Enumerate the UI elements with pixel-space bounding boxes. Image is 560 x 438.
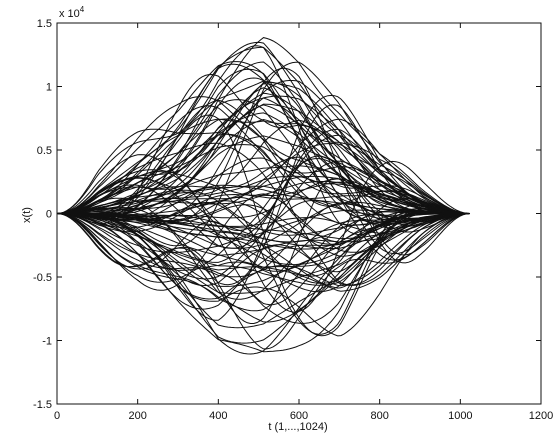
- series-line: [57, 178, 470, 219]
- y-tick-label: -1.5: [33, 399, 52, 411]
- y-multiplier-exponent: 4: [80, 5, 85, 14]
- y-tick-label: -0.5: [33, 272, 52, 284]
- series-line: [56, 211, 470, 324]
- x-tick-label: 1200: [529, 410, 553, 422]
- series-line: [57, 142, 471, 223]
- series-line: [57, 213, 470, 286]
- series-line: [57, 212, 471, 289]
- y-multiplier-label: x 104: [59, 5, 85, 20]
- series-line: [56, 170, 470, 306]
- series-line: [56, 158, 471, 283]
- series-line: [56, 81, 471, 214]
- series-line: [56, 212, 470, 293]
- x-tick-label: 800: [370, 410, 388, 422]
- series-line: [56, 213, 470, 312]
- x-tick-label: 600: [290, 410, 308, 422]
- series-line: [57, 213, 471, 256]
- y-tick-label: -1: [42, 336, 52, 348]
- x-tick-label: 400: [209, 410, 227, 422]
- y-tick-label: 0.5: [37, 145, 52, 157]
- y-axis-label: x(t): [21, 207, 33, 223]
- series-line: [57, 104, 470, 286]
- y-multiplier-base: x 10: [59, 8, 80, 20]
- axis-ticks: 0 200 400 600 800 1000 1200 -1.5 -1 -0.5 0 0.5 1 1.5: [33, 18, 553, 422]
- series-line: [56, 193, 470, 291]
- series-lines: [56, 37, 471, 355]
- series-line: [57, 197, 470, 272]
- series-line: [57, 135, 470, 221]
- series-line: [56, 37, 471, 214]
- series-line: [56, 185, 470, 216]
- x-tick-label: 0: [54, 410, 60, 422]
- series-line: [57, 61, 471, 247]
- x-tick-label: 1000: [448, 410, 472, 422]
- y-tick-label: 1.5: [37, 18, 52, 30]
- series-line: [57, 213, 471, 300]
- x-tick-label: 200: [128, 410, 146, 422]
- x-axis-label: t (1,...,1024): [268, 421, 327, 433]
- series-line: [57, 165, 470, 215]
- series-line: [57, 184, 470, 215]
- series-line: [56, 105, 471, 214]
- series-line: [57, 103, 470, 214]
- series-line: [56, 177, 471, 324]
- series-line: [56, 45, 470, 236]
- y-tick-label: 1: [46, 82, 52, 94]
- series-line: [56, 128, 471, 286]
- series-line: [56, 209, 470, 254]
- series-line: [56, 144, 470, 214]
- series-line: [57, 213, 470, 294]
- series-line: [57, 118, 471, 215]
- series-line: [57, 99, 470, 215]
- y-tick-label: 0: [46, 209, 52, 221]
- series-line: [56, 41, 471, 214]
- series-line: [57, 104, 471, 214]
